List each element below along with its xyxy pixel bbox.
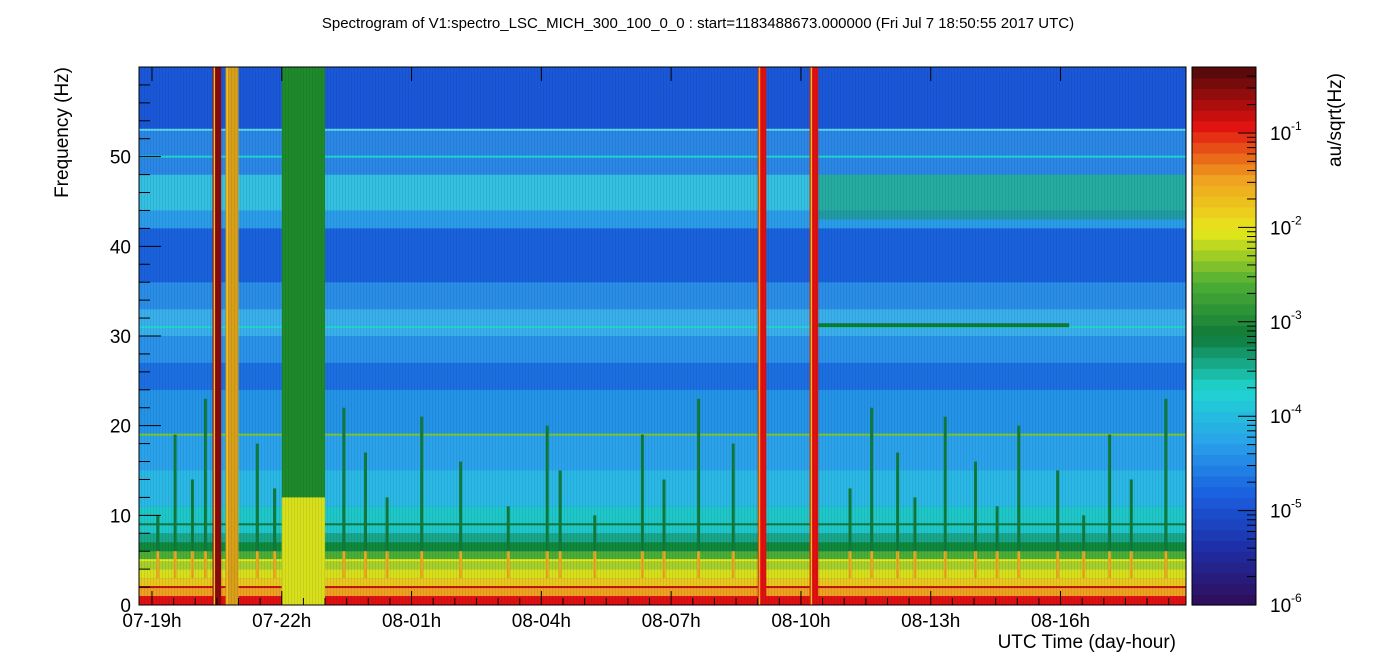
colorbar-step (1192, 346, 1256, 359)
colorbar-step (1192, 325, 1256, 337)
y-tick-label: 10 (110, 506, 131, 527)
colorbar-tick-base: 10 (1270, 502, 1291, 523)
colorbar-step (1192, 486, 1256, 498)
colorbar-tick-label: 10 -2 (1270, 213, 1302, 239)
colorbar-tick-label: 10 -5 (1270, 497, 1302, 523)
colorbar-step (1192, 196, 1256, 208)
colorbar-tick-base: 10 (1270, 313, 1291, 334)
colorbar-tick-exponent: -3 (1291, 308, 1302, 322)
colorbar-step (1192, 475, 1256, 488)
colorbar-step (1192, 432, 1256, 445)
heatmap-texture (139, 67, 1186, 605)
colorbar-step (1192, 163, 1256, 176)
colorbar-step (1192, 411, 1256, 423)
colorbar-step (1192, 572, 1256, 585)
colorbar-step (1192, 67, 1256, 79)
colorbar-tick-exponent: -6 (1291, 591, 1302, 605)
x-axis: 07-19h 07-22h 08-01h 08-04h 08-07h 08-10h 08-1… (122, 67, 1170, 632)
plot-area (138, 66, 1187, 606)
colorbar-step (1192, 443, 1256, 455)
colorbar-tick-exponent: -5 (1291, 497, 1302, 511)
colorbar-step (1192, 357, 1256, 369)
colorbar-step (1192, 465, 1256, 477)
colorbar-step (1192, 594, 1256, 606)
colorbar-step (1192, 379, 1256, 391)
colorbar-step (1192, 120, 1256, 133)
colorbar-step (1192, 518, 1256, 531)
x-tick-label: 08-01h (382, 611, 441, 632)
x-tick-label: 08-16h (1031, 611, 1090, 632)
colorbar-tick-exponent: -1 (1291, 119, 1302, 133)
colorbar-step (1192, 260, 1256, 273)
colorbar-step (1192, 88, 1256, 100)
colorbar-step (1192, 153, 1256, 165)
colorbar-step (1192, 271, 1256, 283)
colorbar-step (1192, 131, 1256, 143)
colorbar-tick-label: 10 -3 (1270, 308, 1302, 334)
colorbar-steps (1192, 67, 1256, 606)
y-tick-label: 0 (120, 596, 131, 617)
colorbar-tick-base: 10 (1270, 596, 1291, 617)
colorbar-step (1192, 400, 1256, 412)
colorbar-step (1192, 185, 1256, 197)
colorbar-tick-exponent: -4 (1291, 402, 1302, 416)
colorbar-tick-label: 10 -6 (1270, 591, 1302, 617)
chart-title: Spectrogram of V1:spectro_LSC_MICH_300_1… (322, 15, 1074, 32)
colorbar-step (1192, 174, 1256, 186)
colorbar-tick-base: 10 (1270, 407, 1291, 428)
colorbar-tick-base: 10 (1270, 218, 1291, 239)
colorbar-step (1192, 561, 1256, 574)
colorbar-step (1192, 77, 1256, 90)
colorbar-step (1192, 508, 1256, 520)
colorbar-step (1192, 282, 1256, 294)
colorbar-tick-label: 10 -4 (1270, 402, 1302, 428)
colorbar-step (1192, 239, 1256, 251)
colorbar-step (1192, 292, 1256, 305)
colorbar-step (1192, 368, 1256, 380)
y-tick-label: 20 (110, 417, 131, 438)
x-axis-title: UTC Time (day-hour) (998, 632, 1176, 653)
colorbar-step (1192, 540, 1256, 552)
colorbar-step (1192, 99, 1256, 111)
colorbar-tick-label: 10 -1 (1270, 119, 1302, 145)
y-tick-label: 50 (110, 148, 131, 169)
colorbar-tick-base: 10 (1270, 124, 1291, 145)
colorbar-step (1192, 314, 1256, 326)
y-axis-title: Frequency (Hz) (52, 67, 73, 198)
colorbar-step (1192, 454, 1256, 466)
colorbar-step (1192, 142, 1256, 154)
x-tick-label: 08-07h (642, 611, 701, 632)
x-tick-label: 08-10h (771, 611, 830, 632)
colorbar-step (1192, 303, 1256, 316)
colorbar-step (1192, 551, 1256, 563)
colorbar-ticks: 10-610-510-410-310-210-1 (1238, 66, 1302, 617)
colorbar-step (1192, 110, 1256, 122)
colorbar-step (1192, 206, 1256, 219)
colorbar-step (1192, 228, 1256, 240)
y-tick-label: 30 (110, 327, 131, 348)
colorbar-step (1192, 497, 1256, 509)
y-axis: 0 10 20 30 40 50 (110, 84, 161, 617)
colorbar-step (1192, 529, 1256, 542)
x-tick-label: 08-13h (901, 611, 960, 632)
colorbar: 10-610-510-410-310-210-1 au/sqrt(Hz) (1191, 66, 1346, 617)
colorbar-step (1192, 217, 1256, 229)
colorbar-title: au/sqrt(Hz) (1325, 73, 1346, 167)
x-tick-label: 07-19h (122, 611, 181, 632)
x-tick-label: 08-04h (512, 611, 571, 632)
colorbar-step (1192, 249, 1256, 262)
colorbar-step (1192, 422, 1256, 434)
colorbar-tick-exponent: -2 (1291, 213, 1302, 227)
colorbar-step (1192, 583, 1256, 595)
colorbar-step (1192, 389, 1256, 402)
colorbar-step (1192, 336, 1256, 348)
x-tick-label: 07-22h (252, 611, 311, 632)
y-tick-label: 40 (110, 237, 131, 258)
